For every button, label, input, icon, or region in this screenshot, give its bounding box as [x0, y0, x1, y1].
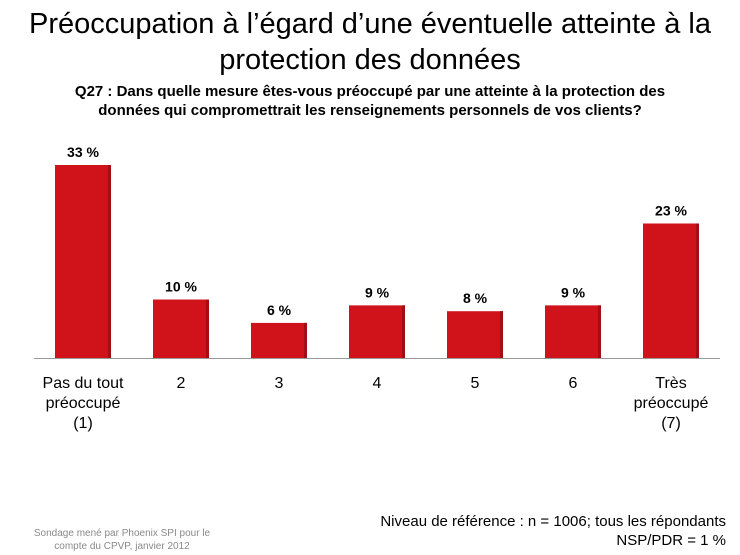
- bar-4: [349, 305, 405, 358]
- bar-1: [55, 165, 111, 358]
- bar-shade-3: [304, 322, 307, 358]
- category-label-1-line-2: préoccupé: [46, 395, 121, 412]
- bar-shade-7: [696, 223, 699, 358]
- category-label-7-line-3: (7): [661, 415, 681, 432]
- category-label-1-line-1: Pas du tout: [43, 375, 125, 392]
- value-label-5: 8 %: [463, 290, 488, 306]
- bar-shade-5: [500, 311, 503, 358]
- title-line-1: Préoccupation à l’égard d’une éventuelle…: [29, 8, 711, 40]
- bar-5: [447, 311, 503, 358]
- base-note-line-2: NSP/PDR = 1 %: [616, 532, 726, 549]
- question-line-1: Q27 : Dans quelle mesure êtes-vous préoc…: [74, 83, 666, 100]
- value-label-6: 9 %: [561, 284, 586, 300]
- bar-2: [153, 299, 209, 358]
- base-note: Niveau de référence : n = 1006; tous les…: [306, 512, 726, 550]
- value-label-3: 6 %: [267, 302, 292, 318]
- title-line-2: protection des données: [219, 44, 521, 76]
- value-label-4: 9 %: [365, 284, 390, 300]
- category-label-2-line-1: 2: [177, 375, 186, 392]
- category-label-7-line-2: préoccupé: [634, 395, 709, 412]
- category-label-7-line-1: Très: [655, 375, 686, 392]
- value-label-1: 33 %: [67, 144, 99, 160]
- value-label-2: 10 %: [165, 279, 197, 295]
- base-note-line-1: Niveau de référence : n = 1006; tous les…: [380, 513, 726, 530]
- bar-3: [251, 322, 307, 358]
- category-label-1-line-3: (1): [73, 415, 93, 432]
- bar-7: [643, 223, 699, 358]
- question-line-2: données qui compromettrait les renseigne…: [98, 102, 642, 119]
- category-label-6-line-1: 6: [569, 375, 578, 392]
- bar-shade-4: [402, 305, 405, 358]
- bar-shade-1: [108, 165, 111, 358]
- bar-shade-2: [206, 299, 209, 358]
- chart-title: Préoccupation à l’égard d’une éventuelle…: [0, 6, 740, 78]
- category-label-5-line-1: 5: [471, 375, 480, 392]
- source-note: Sondage mené par Phoenix SPI pour le com…: [33, 528, 211, 552]
- value-label-7: 23 %: [655, 202, 687, 218]
- category-label-4-line-1: 4: [373, 375, 382, 392]
- category-label-3-line-1: 3: [275, 375, 284, 392]
- bar-6: [545, 305, 601, 358]
- question-text: Q27 : Dans quelle mesure êtes-vous préoc…: [40, 82, 700, 120]
- bar-shade-6: [598, 305, 601, 358]
